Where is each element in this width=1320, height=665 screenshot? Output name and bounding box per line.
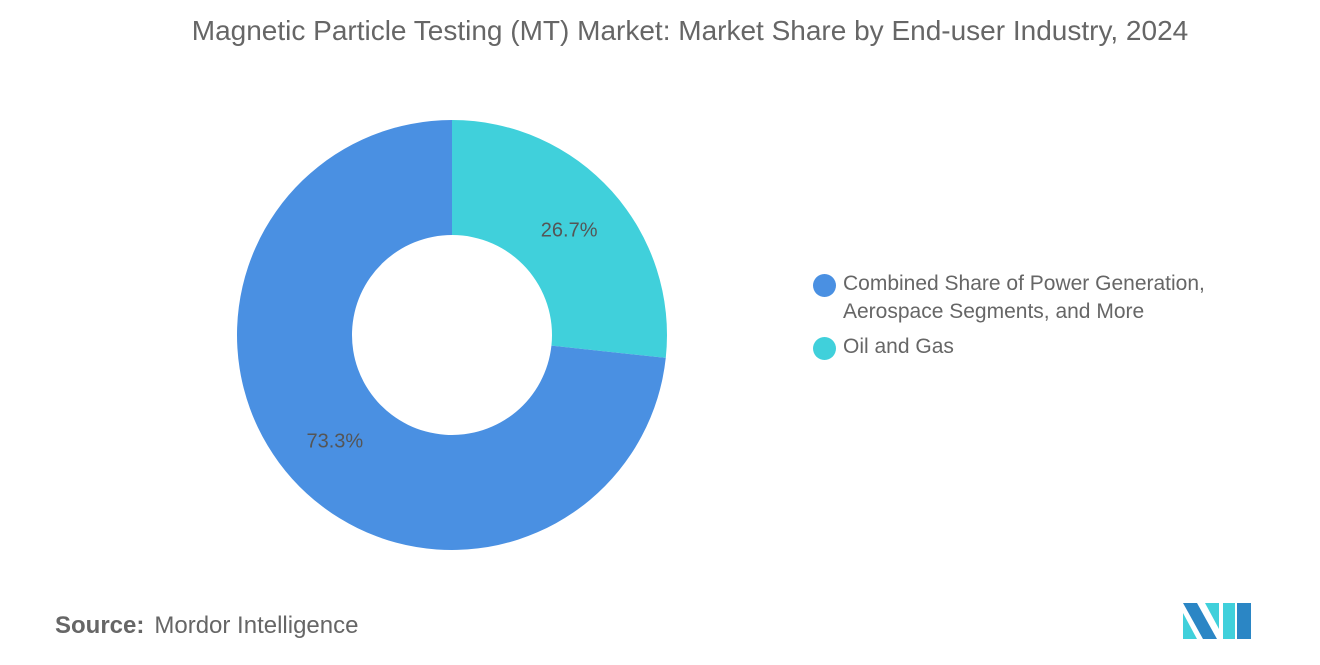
source-label: Source:	[55, 612, 145, 639]
mordor-intelligence-logo	[1183, 603, 1251, 639]
source-note: Source: Mordor Intelligence	[55, 612, 358, 640]
legend-swatch-combined	[813, 274, 836, 297]
legend-label-combined: Combined Share of Power Generation, Aero…	[843, 272, 1205, 323]
chart-title: Magnetic Particle Testing (MT) Market: M…	[191, 15, 1189, 46]
data-label-0: 26.7%	[541, 220, 598, 242]
slice-1	[236, 120, 666, 551]
slice-0	[452, 120, 667, 358]
legend-item-combined: Combined Share of Power Generation, Aero…	[813, 270, 1263, 326]
legend-label-oil-gas: Oil and Gas	[843, 335, 954, 358]
data-label-1: 73.3%	[306, 430, 363, 452]
legend-swatch-oil-gas	[813, 337, 836, 360]
source-value: Mordor Intelligence	[154, 612, 359, 639]
legend-item-oil-gas: Oil and Gas	[813, 333, 1263, 361]
